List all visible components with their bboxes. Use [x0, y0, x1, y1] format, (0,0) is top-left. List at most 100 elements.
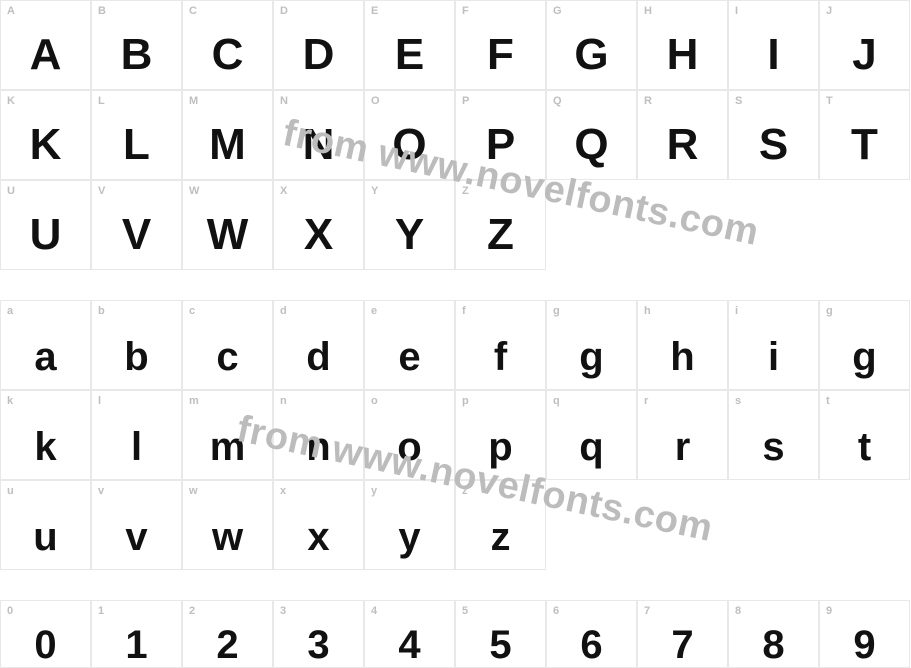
char-glyph: R	[667, 123, 699, 167]
char-glyph: i	[768, 337, 779, 377]
char-label: k	[7, 395, 13, 407]
char-glyph: k	[34, 427, 56, 467]
char-label: s	[735, 395, 741, 407]
char-row: uuvvwwxxyyzz	[0, 480, 546, 570]
char-glyph: Z	[487, 213, 514, 257]
char-glyph: 8	[762, 625, 784, 665]
char-glyph: s	[762, 427, 784, 467]
char-label: q	[553, 395, 560, 407]
char-cell: OO	[364, 90, 455, 180]
char-label: 6	[553, 605, 559, 617]
char-label: t	[826, 395, 830, 407]
char-cell: HH	[637, 0, 728, 90]
char-cell: kk	[0, 390, 91, 480]
char-glyph: g	[579, 337, 603, 377]
char-cell: 99	[819, 600, 910, 668]
char-glyph: C	[212, 33, 244, 77]
char-glyph: 0	[34, 625, 56, 665]
char-cell: ww	[182, 480, 273, 570]
char-cell: hh	[637, 300, 728, 390]
char-cell: QQ	[546, 90, 637, 180]
char-cell: nn	[273, 390, 364, 480]
char-row: AABBCCDDEEFFGGHHIIJJ	[0, 0, 910, 90]
char-cell: aa	[0, 300, 91, 390]
char-glyph: a	[34, 337, 56, 377]
char-cell: zz	[455, 480, 546, 570]
char-cell: 55	[455, 600, 546, 668]
char-cell: gg	[546, 300, 637, 390]
char-label: N	[280, 95, 288, 107]
char-cell: bb	[91, 300, 182, 390]
char-glyph: K	[30, 123, 62, 167]
char-glyph: e	[398, 337, 420, 377]
char-label: n	[280, 395, 287, 407]
font-character-map: AABBCCDDEEFFGGHHIIJJKKLLMMNNOOPPQQRRSSTT…	[0, 0, 911, 668]
char-label: K	[7, 95, 15, 107]
char-label: i	[735, 305, 738, 317]
char-glyph: c	[216, 337, 238, 377]
char-cell: TT	[819, 90, 910, 180]
char-glyph: 7	[671, 625, 693, 665]
char-label: U	[7, 185, 15, 197]
char-label: L	[98, 95, 105, 107]
char-label: B	[98, 5, 106, 17]
char-cell: KK	[0, 90, 91, 180]
char-cell: FF	[455, 0, 546, 90]
char-cell: 44	[364, 600, 455, 668]
char-glyph: q	[579, 427, 603, 467]
char-glyph: 9	[853, 625, 875, 665]
char-cell: JJ	[819, 0, 910, 90]
char-glyph: d	[306, 337, 330, 377]
char-cell: dd	[273, 300, 364, 390]
char-glyph: N	[303, 123, 335, 167]
char-cell: qq	[546, 390, 637, 480]
char-glyph: U	[30, 213, 62, 257]
char-label: O	[371, 95, 380, 107]
char-label: Z	[462, 185, 469, 197]
char-cell: XX	[273, 180, 364, 270]
char-label: g	[553, 305, 560, 317]
char-cell: SS	[728, 90, 819, 180]
char-glyph: z	[491, 517, 511, 557]
char-glyph: 3	[307, 625, 329, 665]
char-label: 3	[280, 605, 286, 617]
char-glyph: I	[767, 33, 779, 77]
char-label: R	[644, 95, 652, 107]
char-label: o	[371, 395, 378, 407]
char-row: 00112233445566778899	[0, 600, 910, 668]
char-label: p	[462, 395, 469, 407]
char-row: UUVVWWXXYYZZ	[0, 180, 546, 270]
char-label: h	[644, 305, 651, 317]
char-glyph: 4	[398, 625, 420, 665]
char-glyph: J	[852, 33, 876, 77]
char-glyph: G	[574, 33, 608, 77]
char-label: l	[98, 395, 101, 407]
char-label: V	[98, 185, 105, 197]
char-label: X	[280, 185, 287, 197]
char-cell: GG	[546, 0, 637, 90]
char-glyph: o	[397, 427, 421, 467]
char-cell: uu	[0, 480, 91, 570]
char-glyph: v	[125, 517, 147, 557]
char-cell: ss	[728, 390, 819, 480]
char-label: 4	[371, 605, 377, 617]
char-glyph: 2	[216, 625, 238, 665]
char-cell: tt	[819, 390, 910, 480]
char-cell: 77	[637, 600, 728, 668]
char-label: a	[7, 305, 13, 317]
char-label: 2	[189, 605, 195, 617]
char-glyph: l	[131, 427, 142, 467]
char-cell: 11	[91, 600, 182, 668]
char-cell: YY	[364, 180, 455, 270]
char-glyph: r	[675, 427, 691, 467]
char-glyph: X	[304, 213, 333, 257]
char-glyph: y	[398, 517, 420, 557]
char-cell: BB	[91, 0, 182, 90]
char-label: z	[462, 485, 468, 497]
char-label: m	[189, 395, 199, 407]
char-cell: UU	[0, 180, 91, 270]
char-label: D	[280, 5, 288, 17]
char-glyph: V	[122, 213, 151, 257]
char-cell: PP	[455, 90, 546, 180]
char-cell: vv	[91, 480, 182, 570]
